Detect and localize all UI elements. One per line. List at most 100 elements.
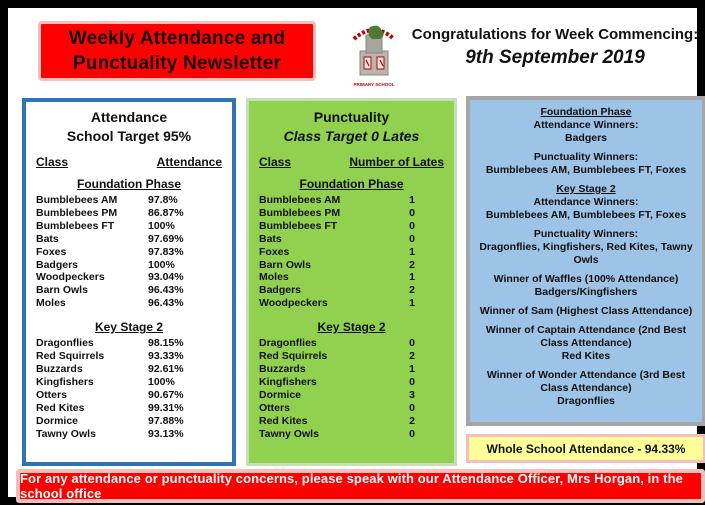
table-row: Bumblebees PM 86.87% [36,207,222,220]
school-logo: PRIMARY SCHOOL [346,17,402,87]
punctuality-foundation-rows: Bumblebees AM 1 Bumblebees PM 0 Bumblebe… [259,194,444,310]
lates-value: 2 [409,284,415,297]
attendance-value: 86.87% [148,206,184,219]
class-name: Dragonflies [36,337,94,350]
lates-value: 0 [409,427,415,440]
winners-line: Winner of Captain Attendance (2nd Best C… [485,324,687,349]
congratulations-label: Congratulations for Week Commencing: [411,26,699,43]
punctuality-target: Class Target 0 Lates [283,128,420,144]
table-row: Otters 90.67% [36,389,222,402]
winners-line: Badgers [564,132,607,144]
punctuality-col-class: Class [259,155,292,169]
class-name: Red Kites [36,401,85,414]
lates-value: 0 [409,219,415,232]
class-name: Dormice [36,414,79,427]
class-name: Buzzards [36,362,83,375]
winners-line: Punctuality Winners: [533,228,639,240]
lates-value: 0 [409,206,415,219]
class-name: Foxes [259,245,290,258]
newsletter-title-line2: Punctuality Newsletter [72,53,282,74]
table-row: Buzzards 92.61% [36,363,222,376]
table-row: Badgers 100% [36,259,222,272]
class-name: Moles [259,271,289,284]
table-row: Dormice 3 [259,389,444,402]
lates-value: 0 [409,401,415,414]
punctuality-panel: Punctuality Class Target 0 Lates Class N… [246,98,457,466]
winners-line: Foundation Phase [540,106,632,118]
class-name: Woodpeckers [259,297,328,310]
attendance-value: 96.43% [148,284,184,297]
attendance-value: 98.15% [148,337,184,350]
whole-school-attendance-label: Whole School Attendance - 94.33% [486,441,686,456]
week-commencing-date: 9th September 2019 [465,47,645,68]
winners-line: Attendance Winners: [533,196,639,208]
attendance-value: 97.8% [148,194,178,206]
attendance-col-class: Class [36,155,69,169]
table-row: Bats 97.69% [36,233,222,246]
school-crest-icon [352,25,396,76]
class-name: Otters [36,388,67,401]
class-name: Bumblebees FT [259,219,338,232]
class-name: Bats [259,232,282,245]
attendance-value: 93.33% [148,350,184,363]
table-row: Dormice 97.88% [36,415,222,428]
class-name: Bumblebees AM [259,194,341,206]
punctuality-col-value: Number of Lates [349,155,444,169]
table-row: Red Kites 99.31% [36,402,222,415]
table-row: Bumblebees AM 97.8% [36,194,222,207]
class-name: Tawny Owls [259,427,319,440]
punctuality-title: Punctuality [313,109,390,125]
class-name: Badgers [259,284,302,297]
class-name: Bumblebees PM [36,206,118,219]
attendance-value: 100% [148,219,175,232]
table-row: Bumblebees AM 1 [259,194,444,207]
attendance-ks2-header: Key Stage 2 [94,320,164,335]
lates-value: 1 [409,194,415,206]
table-row: Foxes 1 [259,246,444,259]
class-name: Bats [36,232,59,245]
lates-value: 2 [409,350,415,363]
table-row: Buzzards 1 [259,363,444,376]
newsletter-title-line1: Weekly Attendance and [68,28,286,49]
table-row: Bumblebees FT 100% [36,220,222,233]
table-row: Moles 1 [259,271,444,284]
attendance-ks2-rows: Dragonflies 98.15% Red Squirrels 93.33% … [36,337,222,440]
attendance-value: 97.88% [148,414,184,427]
class-name: Moles [36,297,66,310]
winners-line: Punctuality Winners: [533,151,639,163]
lates-value: 1 [409,362,415,375]
lates-value: 1 [409,245,415,258]
winners-line: Key Stage 2 [556,183,616,195]
winners-line: Winner of Waffles (100% Attendance) [493,273,679,285]
attendance-target: School Target 95% [66,128,192,144]
attendance-value: 97.69% [148,232,184,245]
footer-message: For any attendance or punctuality concer… [20,471,683,501]
attendance-value: 93.13% [148,427,184,440]
lates-value: 0 [409,375,415,388]
table-row: Red Kites 2 [259,415,444,428]
attendance-foundation-header: Foundation Phase [76,177,181,191]
attendance-col-value: Attendance [156,155,222,169]
winners-line: Attendance Winners: [533,119,639,131]
lates-value: 2 [409,414,415,427]
table-row: Barn Owls 2 [259,259,444,272]
table-row: Badgers 2 [259,284,444,297]
class-name: Bumblebees PM [259,206,341,219]
attendance-value: 100% [148,258,175,271]
table-row: Barn Owls 96.43% [36,284,222,297]
winners-line: Red Kites [561,350,611,362]
class-name: Bumblebees AM [36,194,118,206]
winners-line: Bumblebees AM, Bumblebees FT, Foxes [485,209,687,221]
table-row: Dragonflies 0 [259,337,444,350]
winners-line: Dragonflies [557,395,615,407]
table-row: Red Squirrels 93.33% [36,350,222,363]
class-name: Red Squirrels [36,350,105,363]
table-row: Bumblebees PM 0 [259,207,444,220]
attendance-value: 90.67% [148,388,184,401]
class-name: Dragonflies [259,337,317,350]
newsletter-title-banner: Weekly Attendance and Punctuality Newsle… [38,21,316,81]
table-row: Woodpeckers 93.04% [36,271,222,284]
class-name: Red Squirrels [259,350,328,363]
punctuality-column-headers: Class Number of Lates [259,155,444,169]
lates-value: 3 [409,388,415,401]
